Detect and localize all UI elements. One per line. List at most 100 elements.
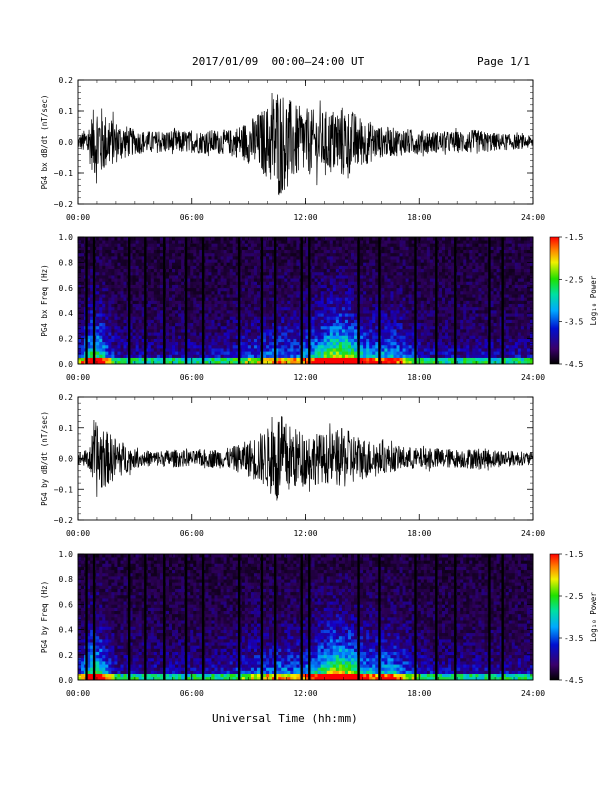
spectrogram-cell	[208, 306, 212, 311]
spectrogram-cell	[302, 249, 306, 254]
spectrogram-cell	[399, 322, 403, 327]
spectrogram-cell	[153, 268, 158, 273]
spectrogram-cell	[442, 341, 446, 346]
spectrogram-cell	[253, 338, 258, 343]
spectrogram-cell	[442, 256, 446, 260]
spectrogram-cell	[181, 278, 185, 282]
spectrogram-cell	[375, 335, 379, 339]
spectrogram-cell	[156, 316, 161, 320]
spectrogram-cell	[420, 237, 425, 241]
spectrogram-cell	[211, 351, 215, 355]
spectrogram-cell	[314, 351, 318, 355]
spectrogram-cell	[411, 294, 415, 298]
spectrogram-cell	[335, 284, 340, 289]
spectrogram-cell	[320, 329, 324, 333]
spectrogram-cell	[187, 259, 191, 263]
spectrogram-cell	[320, 275, 324, 279]
spectrogram-cell	[223, 306, 227, 311]
spectrogram-cell	[351, 271, 355, 276]
spectrogram-cell	[323, 240, 328, 244]
spectrogram-cell	[250, 297, 255, 301]
spectrogram-cell	[372, 306, 376, 311]
spectrogram-cell	[390, 325, 394, 330]
spectrogram-cell	[275, 338, 279, 343]
spectrogram-cell	[159, 268, 164, 273]
spectrogram-cell	[332, 329, 337, 333]
spectrogram-cell	[335, 316, 340, 320]
spectrogram-cell	[381, 300, 385, 304]
spectrogram-cell	[408, 354, 412, 358]
spectrogram-cell	[390, 351, 394, 355]
spectrogram-cell	[423, 357, 428, 362]
spectrogram-cell	[435, 252, 440, 257]
spectrogram-cell	[244, 268, 249, 273]
spectrogram-cell	[420, 357, 425, 362]
spectrogram-cell	[244, 344, 249, 349]
spectrogram-cell	[347, 271, 352, 276]
spectrogram-cell	[220, 313, 224, 317]
spectrogram-cell	[129, 303, 133, 308]
spectrogram-cell	[435, 246, 440, 250]
spectrogram-cell	[320, 243, 324, 247]
spectrogram-cell	[229, 281, 233, 285]
spectrogram-cell	[375, 338, 379, 343]
spectrogram-cell	[87, 268, 91, 273]
spectrogram-cell	[263, 303, 267, 308]
spectrogram-cell	[269, 348, 273, 352]
spectrogram-cell	[296, 303, 300, 308]
spectrogram-cell	[272, 265, 276, 270]
spectrogram-cell	[338, 249, 343, 254]
spectrogram-cell	[232, 332, 237, 336]
spectrogram-cell	[99, 313, 103, 317]
spectrogram-cell	[165, 243, 170, 247]
spectrogram-cell	[211, 332, 215, 336]
spectrogram-cell	[211, 348, 215, 352]
spectrogram-cell	[96, 268, 100, 273]
spectrogram-cell	[244, 354, 249, 358]
spectrogram-cell	[405, 281, 409, 285]
spectrogram-cell	[169, 300, 173, 304]
spectrogram-cell	[99, 360, 103, 365]
spectrogram-cell	[305, 344, 309, 349]
spectrogram-cell	[150, 287, 155, 292]
spectrogram-cell	[360, 360, 364, 365]
spectrogram-cell	[196, 249, 200, 254]
spectrogram-cell	[381, 313, 385, 317]
spectrogram-cell	[208, 313, 212, 317]
spectrogram-cell	[208, 284, 212, 289]
spectrogram-cell	[232, 354, 237, 358]
spectrogram-cell	[138, 278, 142, 282]
spectrogram-cell	[314, 252, 318, 257]
spectrogram-cell	[284, 290, 288, 295]
spectrogram-cell	[384, 240, 388, 244]
spectrogram-cell	[129, 348, 133, 352]
spectrogram-cell	[111, 325, 115, 330]
spectrogram-cell	[284, 278, 288, 282]
spectrogram-cell	[129, 243, 133, 247]
spectrogram-cell	[293, 319, 297, 324]
spectrogram-cell	[190, 351, 194, 355]
spectrogram-cell	[269, 278, 273, 282]
spectrogram-cell	[278, 290, 282, 295]
spectrogram-cell	[244, 351, 249, 355]
spectrogram-cell	[323, 354, 328, 358]
spectrogram-cell	[117, 275, 121, 279]
spectrogram-cell	[432, 246, 437, 250]
spectrogram-cell	[417, 297, 422, 301]
spectrogram-cell	[250, 252, 255, 257]
spectrogram-cell	[266, 322, 270, 327]
spectrogram-cell	[205, 287, 209, 292]
spectrogram-cell	[360, 332, 364, 336]
spectrogram-cell	[405, 237, 409, 241]
figure-title: 2017/01/09 00:00–24:00 UT	[192, 55, 365, 68]
spectrogram-cell	[326, 351, 331, 355]
spectrogram-cell	[105, 351, 109, 355]
spectrogram-cell	[302, 259, 306, 263]
spectrogram-cell	[326, 335, 331, 339]
spectrogram-cell	[302, 237, 306, 241]
spectrogram-cell	[402, 338, 406, 343]
spectrogram-cell	[290, 237, 294, 241]
spectrogram-cell	[284, 306, 288, 311]
spectrogram-cell	[247, 249, 252, 254]
spectrogram-cell	[445, 297, 449, 301]
